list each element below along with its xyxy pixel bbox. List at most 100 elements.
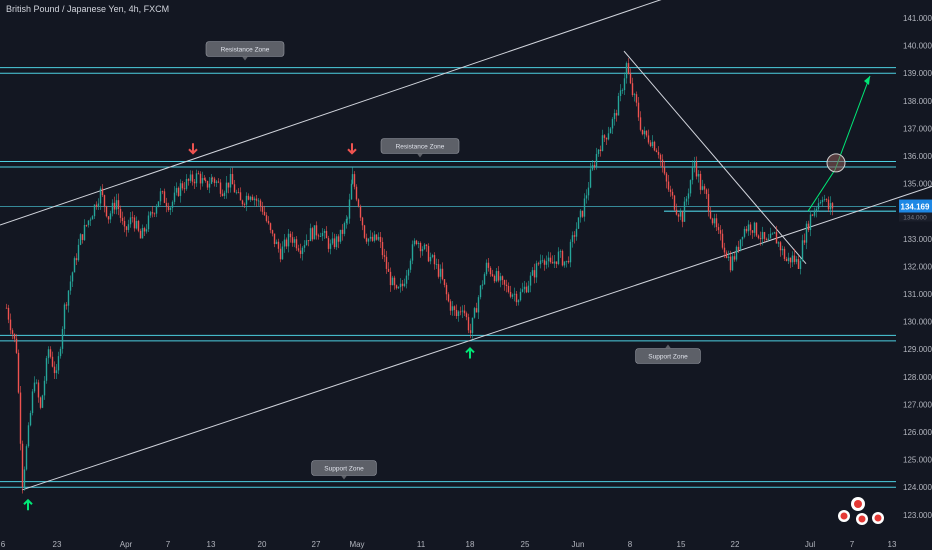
candle-body: [717, 227, 720, 231]
candle-body: [441, 268, 444, 280]
candle-body: [137, 220, 140, 231]
candle-body: [615, 113, 618, 116]
candle-body: [204, 179, 207, 182]
candle-body: [53, 366, 56, 374]
candle-body: [765, 238, 768, 240]
candle-body: [239, 192, 242, 201]
candle-body: [275, 241, 278, 244]
resistance-zone-mid-pointer: [417, 153, 423, 158]
candle-body: [7, 307, 10, 320]
candle-body: [625, 63, 628, 79]
candle-body: [479, 285, 482, 298]
y-tick-label: 132.000: [903, 262, 932, 271]
candle-body: [135, 220, 138, 229]
candle-body: [465, 313, 468, 318]
candle-body: [711, 218, 714, 224]
resistance-zone-top-pointer: [242, 56, 248, 61]
candle-body: [579, 210, 582, 218]
candle-body: [231, 174, 234, 185]
candle-body: [185, 179, 188, 189]
candle-body: [61, 328, 64, 349]
candle-body: [253, 198, 256, 200]
candle-body: [449, 301, 452, 311]
x-tick-label: 7: [850, 540, 855, 549]
candle-body: [695, 161, 698, 177]
x-tick-label: Jul: [805, 540, 815, 549]
candle-body: [283, 239, 286, 247]
candle-body: [699, 173, 702, 190]
trendline: [623, 50, 807, 264]
candle-body: [515, 293, 518, 303]
x-tick-label: 27: [312, 540, 321, 549]
candle-body: [641, 129, 644, 135]
support-zone-mid-pointer: [665, 344, 671, 349]
candle-body: [537, 263, 540, 265]
support-zone-mid-label: Support Zone: [648, 354, 688, 361]
candle-body: [791, 255, 794, 263]
candle-body: [683, 201, 686, 222]
candle-body: [531, 270, 534, 276]
candle-body: [721, 233, 724, 248]
candle-body: [67, 290, 70, 306]
candle-body: [369, 236, 372, 239]
candle-body: [173, 192, 176, 202]
candle-body: [799, 260, 802, 269]
candle-body: [351, 174, 354, 184]
price-tag: [899, 199, 932, 213]
candle-body: [103, 195, 106, 207]
up-arrow-icon: [465, 347, 475, 359]
candle-body: [147, 215, 150, 230]
candle-body: [723, 247, 726, 253]
candle-body: [681, 211, 684, 222]
candle-body: [753, 222, 756, 233]
candle-body: [795, 259, 798, 262]
candle-body: [573, 235, 576, 237]
candle-body: [329, 243, 332, 249]
candle-body: [243, 204, 246, 206]
candle-body: [493, 275, 496, 282]
candle-body: [165, 202, 168, 207]
candle-body: [175, 187, 178, 193]
candle-body: [551, 262, 554, 264]
chart-title: British Pound / Japanese Yen, 4h, FXCM: [6, 4, 170, 14]
candle-body: [567, 260, 570, 263]
x-tick-label: Apr: [120, 540, 133, 549]
candle-body: [803, 240, 806, 243]
candle-body: [403, 283, 406, 287]
candle-body: [193, 181, 196, 184]
up-arrow-icon: [23, 498, 33, 511]
candle-body: [591, 165, 594, 170]
candle-body: [657, 151, 660, 155]
candle-body: [119, 209, 122, 218]
candle-body: [393, 277, 396, 286]
candle-body: [287, 233, 290, 247]
candle-body: [295, 239, 298, 249]
candle-body: [481, 284, 484, 286]
candle-body: [225, 182, 228, 193]
candle-body: [219, 182, 222, 194]
candle-body: [83, 225, 86, 240]
candle-body: [311, 228, 314, 240]
candle-body: [581, 210, 584, 217]
x-tick-label: 8: [628, 540, 633, 549]
candle-body: [241, 200, 244, 205]
y-tick-label: 138.000: [903, 97, 932, 106]
candle-body: [687, 193, 690, 199]
candle-body: [255, 198, 258, 201]
candle-body: [169, 207, 172, 210]
candle-body: [431, 255, 434, 258]
candle-body: [829, 203, 832, 210]
candle-body: [651, 141, 654, 147]
candle-body: [529, 275, 532, 286]
down-arrow-icon: [347, 143, 357, 155]
candle-body: [383, 255, 386, 257]
candle-body: [513, 293, 516, 295]
candle-body: [143, 228, 146, 232]
candle-body: [127, 224, 130, 230]
candle-body: [763, 232, 766, 239]
candle-body: [99, 188, 102, 204]
candle-body: [613, 113, 616, 120]
candle-body: [773, 232, 776, 234]
candle-body: [637, 102, 640, 118]
